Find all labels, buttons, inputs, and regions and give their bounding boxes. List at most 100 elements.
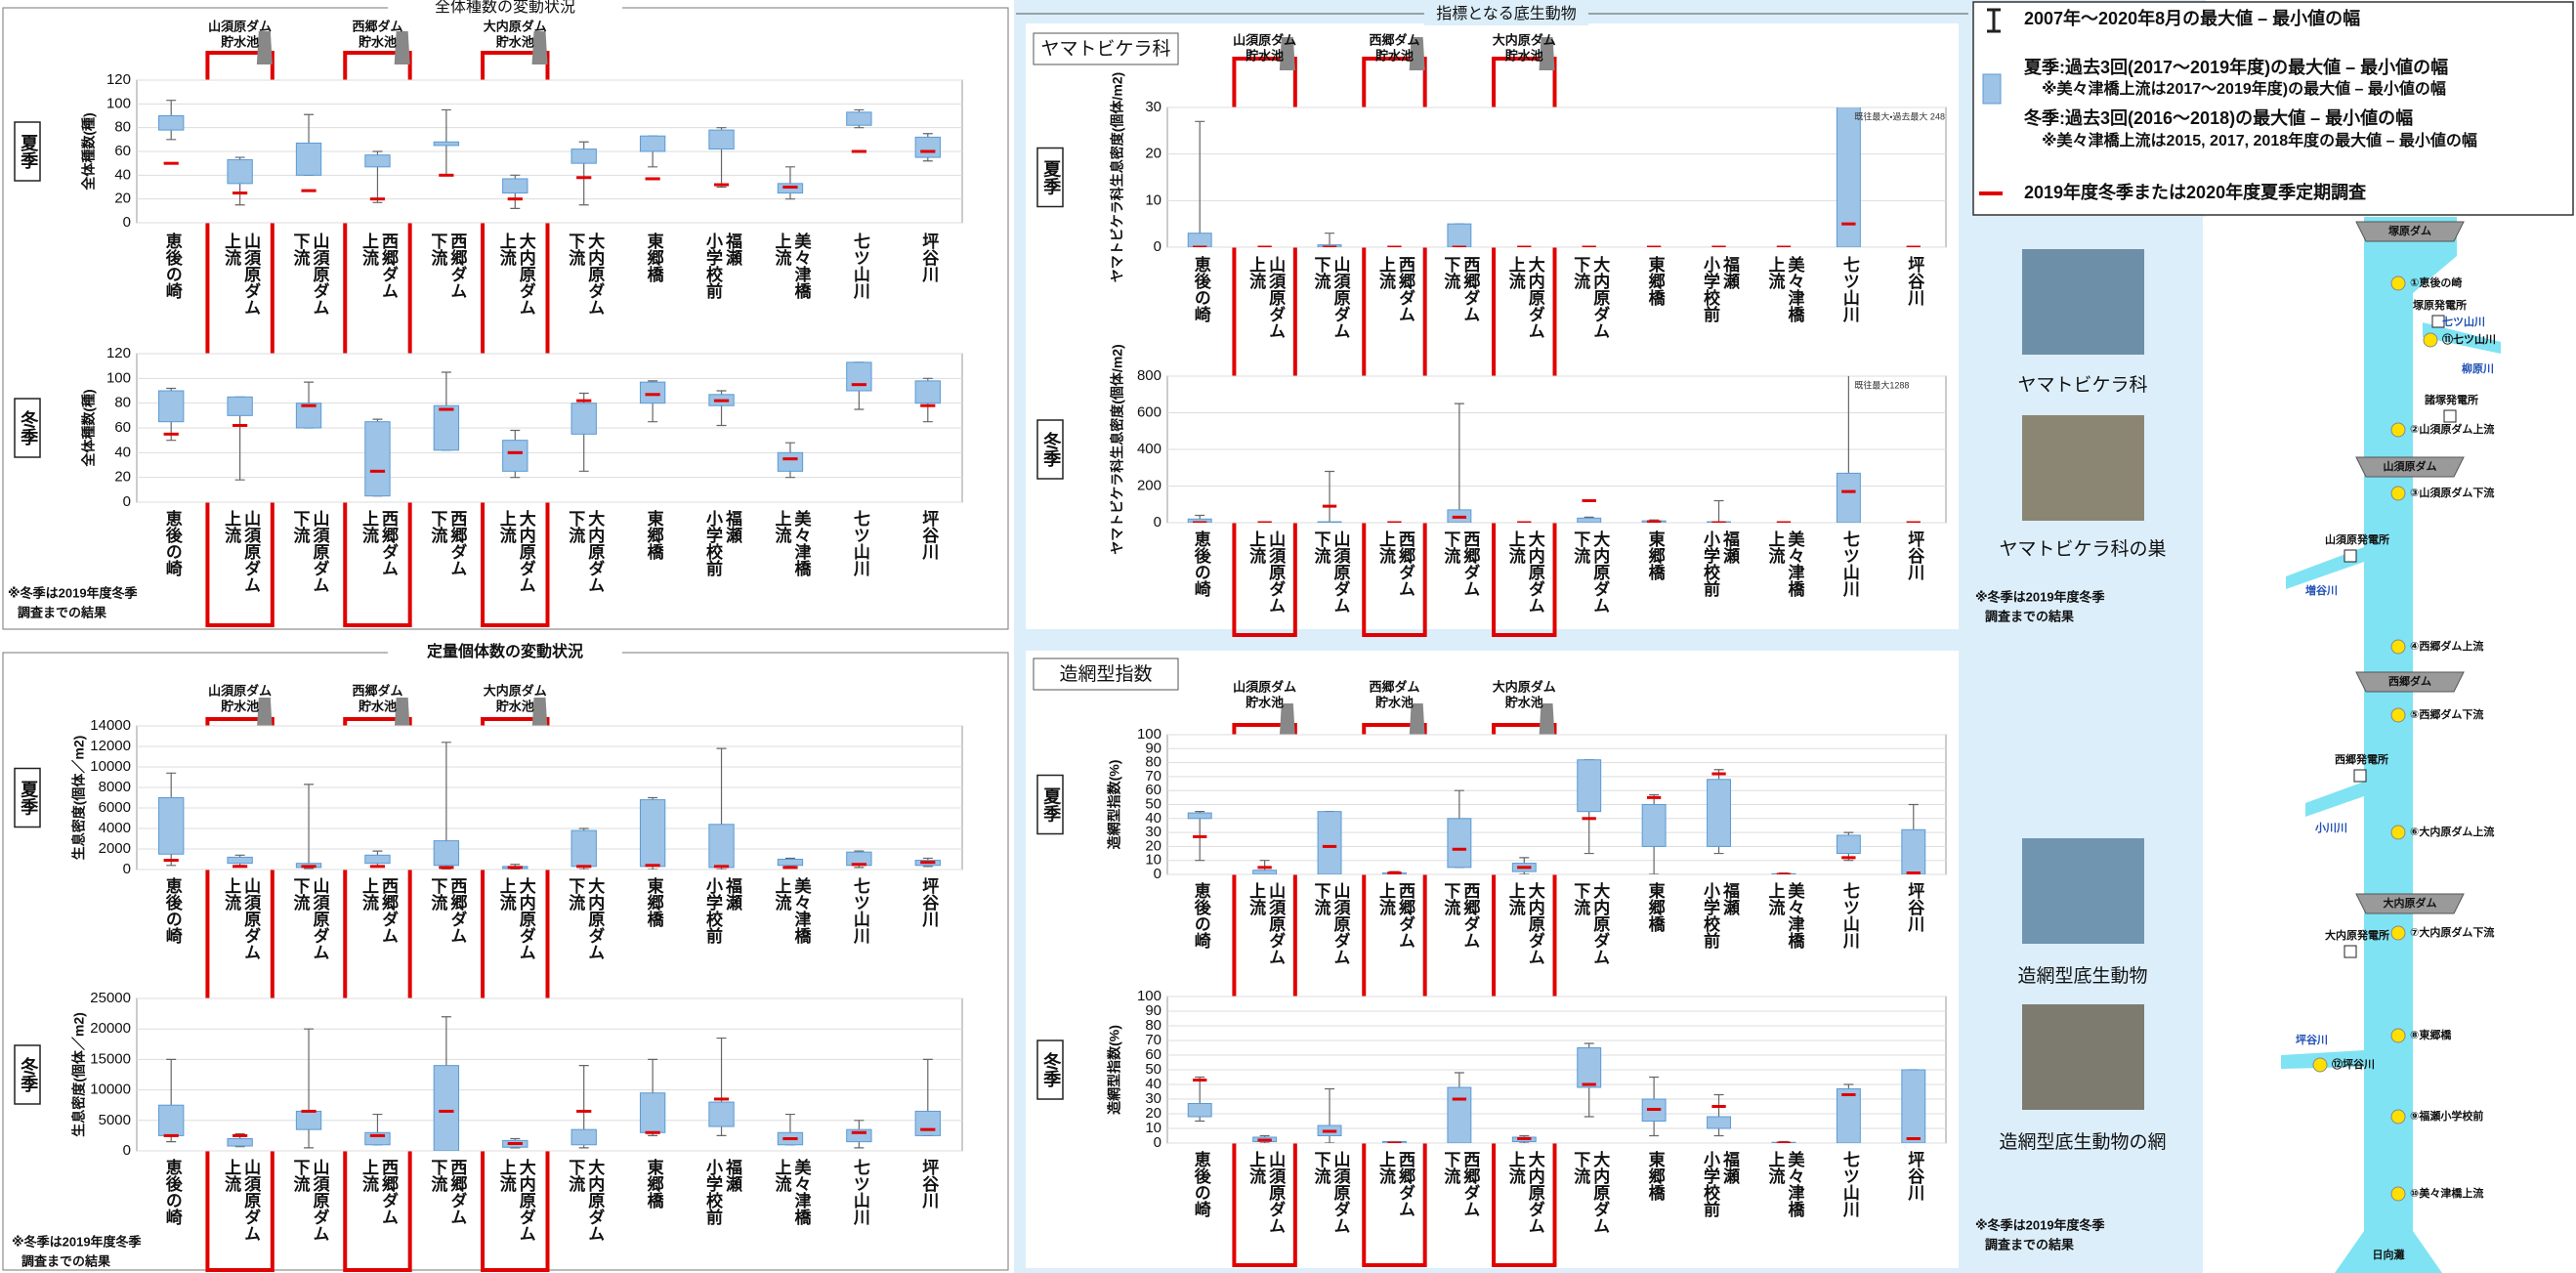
range-box <box>1447 1086 1472 1143</box>
season-box <box>14 121 41 182</box>
x-tick-label: 上流 <box>1765 530 1785 564</box>
x-tick-label: 山須原ダム <box>311 510 330 593</box>
station-marker <box>2390 422 2406 438</box>
reservoir-label: 大内原ダム <box>484 19 547 33</box>
x-tick-label: 恵後の崎 <box>163 232 184 300</box>
river-label: 小川川 <box>2314 821 2347 834</box>
x-tick-label: 下流 <box>1441 530 1460 564</box>
range-box <box>708 824 735 869</box>
x-tick-label: 大内原ダム <box>585 509 605 593</box>
range-box <box>1317 811 1342 874</box>
plot-area <box>136 997 963 1152</box>
range-box <box>433 1065 460 1151</box>
whisker <box>784 166 795 200</box>
y-tick-label: 12000 <box>90 738 131 754</box>
station-marker <box>2312 1057 2328 1073</box>
x-tick-label: 上流 <box>1765 256 1785 289</box>
map-label: ⑫坪谷川 <box>2332 1057 2375 1071</box>
reservoir-label: 貯水池 <box>1505 48 1543 63</box>
plot-marks <box>158 361 941 497</box>
reservoir-highlight <box>1362 723 1427 1267</box>
annotation: 既往最大1288 <box>1854 379 1909 390</box>
dam-bar <box>2355 221 2465 242</box>
map-label: ⑧東郷橋 <box>2410 1028 2452 1041</box>
y-tick-label: 120 <box>106 345 131 361</box>
map-label: ④西郷ダム上流 <box>2410 639 2483 653</box>
x-tick-label: 西郷ダム <box>1460 530 1480 597</box>
range-box <box>708 1101 735 1127</box>
reservoir-highlight <box>1362 57 1427 637</box>
x-tick-label: 西郷ダム <box>379 233 399 299</box>
season-label: 夏季 <box>19 780 39 816</box>
x-tick-label: 下流 <box>1571 256 1590 289</box>
x-tick-label: 下流 <box>1441 882 1460 915</box>
y-axis-label: 生息密度(個体／m2) <box>71 1012 87 1137</box>
reservoir-highlight <box>1492 57 1557 637</box>
x-tick-label: 東郷橋 <box>1646 881 1666 933</box>
reservoir-label: 山須原ダム <box>208 19 272 33</box>
map-label: 大内原発電所 <box>2325 928 2389 942</box>
range-box <box>777 859 804 867</box>
y-tick-label: 90 <box>1145 1002 1161 1019</box>
range-box <box>1901 1069 1926 1143</box>
panel-title-bg <box>388 644 622 661</box>
season-label: 夏季 <box>19 134 39 170</box>
y-tick-label: 30 <box>1145 1090 1161 1107</box>
range-box <box>227 856 253 865</box>
legend-text: 冬季:過去3回(2016～2018)の最大値 – 最小値の幅 <box>2023 107 2413 128</box>
x-tick-label: 大内原ダム <box>1590 1150 1610 1234</box>
dam-bar <box>2355 893 2465 914</box>
dam-icon <box>256 31 273 64</box>
y-tick-label: 0 <box>1154 514 1161 530</box>
range-box <box>914 1110 941 1136</box>
y-tick-label: 10 <box>1145 852 1161 869</box>
range-box <box>639 799 666 868</box>
x-tick-label: 大内原ダム <box>1590 255 1610 339</box>
x-tick-label: 大内原ダム <box>585 876 605 960</box>
y-tick-label: 10 <box>1145 191 1161 208</box>
season-box <box>14 398 41 458</box>
y-tick-label: 100 <box>1137 988 1161 1004</box>
station-marker <box>2390 1186 2406 1202</box>
reservoir-label: 西郷ダム <box>352 683 402 698</box>
reservoir-label: 貯水池 <box>359 34 397 49</box>
x-tick-label: 恵後の崎 <box>1192 255 1212 323</box>
range-box <box>1836 834 1861 855</box>
tributary <box>2305 782 2364 817</box>
x-tick-label: 美々津橋 <box>1785 530 1804 598</box>
footnote: 調査までの結果 <box>18 605 106 619</box>
x-tick-label: 山須原ダム <box>1331 530 1351 614</box>
x-tick-label: 東郷橋 <box>645 1158 664 1209</box>
x-tick-label: 山須原ダム <box>1331 882 1351 965</box>
station-marker <box>2390 707 2406 723</box>
range-box <box>295 142 322 176</box>
x-tick-label: 上流 <box>222 510 241 543</box>
x-tick-label: 東郷橋 <box>1646 1150 1666 1202</box>
range-box <box>1836 1088 1861 1143</box>
map-label: 諸塚発電所 <box>2425 393 2478 406</box>
range-box <box>502 178 528 194</box>
x-tick-label: 福瀬 <box>1720 255 1741 290</box>
y-tick-label: 80 <box>114 395 131 411</box>
range-box <box>1836 107 1861 247</box>
range-box <box>1707 779 1731 847</box>
x-tick-label: 上流 <box>1376 882 1396 915</box>
x-tick-label: 山須原ダム <box>311 233 330 316</box>
river-label: 柳原川 <box>2462 361 2494 375</box>
x-tick-label: 恵後の崎 <box>163 509 184 577</box>
x-tick-label: 山須原ダム <box>311 1159 330 1242</box>
range-box <box>295 403 322 429</box>
x-tick-label: 上流 <box>359 510 379 543</box>
x-tick-label: 下流 <box>1312 256 1331 289</box>
x-tick-label: 上流 <box>1506 882 1526 915</box>
x-tick-label: 下流 <box>291 233 311 266</box>
legend-text: 2007年～2020年8月の最大値 – 最小値の幅 <box>2024 8 2360 28</box>
range-box <box>1317 521 1342 523</box>
whisker <box>1454 403 1464 523</box>
x-tick-label: 坪谷川 <box>919 877 940 928</box>
x-tick-label: 小学校前 <box>1701 882 1720 950</box>
annotation: 既往最大・過去最大 248 <box>1854 110 1945 121</box>
x-tick-label: 東郷橋 <box>645 509 664 561</box>
reservoir-label: 大内原ダム <box>484 683 547 698</box>
x-tick-label: 小学校前 <box>703 510 723 577</box>
